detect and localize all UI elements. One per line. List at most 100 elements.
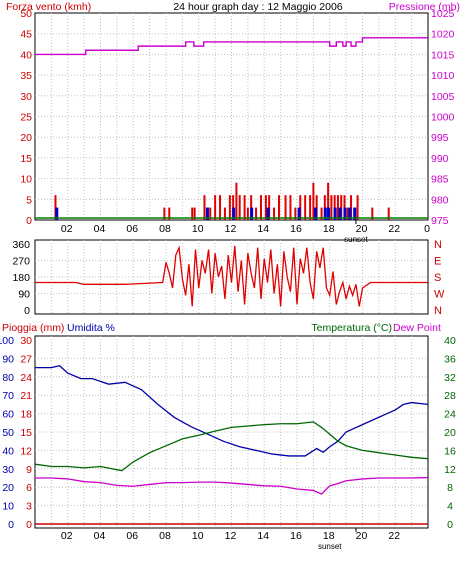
pressure-axis-title: Pressione (mb) <box>389 1 460 13</box>
wind-bar <box>163 207 166 220</box>
temp-tick-label: 32 <box>444 372 456 384</box>
temp-tick-label: 8 <box>447 482 453 494</box>
humidity-tick-label: 10 <box>2 501 14 513</box>
wind-bar <box>304 195 307 220</box>
wind-bar <box>168 207 171 220</box>
rain-axis-title: Pioggia (mm) <box>2 322 64 334</box>
rain-tick-label: 15 <box>20 427 32 439</box>
wind-tick-label: 20 <box>20 132 32 144</box>
compass-label: N <box>434 239 442 251</box>
gust-bar <box>323 207 327 220</box>
gust-bar <box>205 207 209 220</box>
rain-tick-label: 24 <box>20 372 32 384</box>
pressure-line <box>35 37 428 56</box>
temp-tick-label: 0 <box>447 519 453 531</box>
direction-line <box>35 245 428 307</box>
wind-bar <box>294 207 297 220</box>
x-tick-label: 16 <box>290 223 302 235</box>
x-tick-label: 10 <box>192 530 204 542</box>
temp-tick-label: 4 <box>447 501 453 513</box>
pressure-tick-label: 995 <box>431 132 449 144</box>
wind-bar <box>277 195 280 220</box>
pressure-tick-label: 1005 <box>431 91 455 103</box>
x-tick-label: 18 <box>323 223 335 235</box>
humidity-tick-label: 70 <box>2 390 14 402</box>
humidity-tick-label: 90 <box>2 353 14 365</box>
wind-bar <box>330 195 333 220</box>
gust-bar <box>348 207 352 220</box>
wind-axis-title: Forza vento (kmh) <box>6 1 91 13</box>
x-tick-label: 22 <box>388 530 400 542</box>
wind-bar <box>371 207 374 220</box>
compass-label: E <box>434 256 441 268</box>
x-tick-label: 12 <box>225 530 237 542</box>
temp-tick-label: 24 <box>444 409 456 421</box>
compass-label: S <box>434 272 441 284</box>
rain-tick-label: 9 <box>26 464 32 476</box>
gust-bar <box>55 207 59 220</box>
wind-tick-label: 5 <box>26 194 32 206</box>
humidity-tick-label: 40 <box>2 445 14 457</box>
x-tick-label: 0 <box>424 223 430 235</box>
wind-bar <box>235 182 238 220</box>
gust-bar <box>232 207 236 220</box>
temperature-line <box>34 421 429 472</box>
temp-tick-label: 36 <box>444 353 456 365</box>
rain-tick-label: 12 <box>20 445 32 457</box>
wind-bar <box>238 195 241 220</box>
wind-tick-label: 30 <box>20 91 32 103</box>
pressure-tick-label: 1025 <box>431 8 455 20</box>
rain-tick-label: 3 <box>26 501 32 513</box>
wind-bar <box>387 207 390 220</box>
humidity-line <box>35 365 429 457</box>
x-tick-label: 20 <box>356 223 368 235</box>
direction-tick-label: 360 <box>12 239 30 251</box>
gust-bar <box>327 207 331 220</box>
wind-tick-label: 15 <box>20 153 32 165</box>
wind-bar <box>273 207 276 220</box>
wind-bar <box>214 195 217 220</box>
wind-bar <box>243 195 246 220</box>
wind-bar <box>246 207 249 220</box>
wind-tick-label: 0 <box>26 215 32 227</box>
rain-tick-label: 27 <box>20 353 32 365</box>
wind-bar <box>193 207 196 220</box>
wind-pressure-panel <box>34 12 429 221</box>
pressure-tick-label: 980 <box>431 194 449 206</box>
gust-bar <box>343 207 347 220</box>
rain-tick-label: 21 <box>20 390 32 402</box>
x-tick-label: 18 <box>323 530 335 542</box>
wind-bar <box>320 207 323 220</box>
dewpoint-axis-title: Dew Point <box>393 322 441 334</box>
rain-tick-label: 18 <box>20 409 32 421</box>
direction-tick-label: 270 <box>12 256 30 268</box>
wind-tick-label: 45 <box>20 29 32 41</box>
humidity-tick-label: 50 <box>2 427 14 439</box>
wind-bar <box>356 195 359 220</box>
x-tick-label: 02 <box>61 223 73 235</box>
wind-tick-label: 35 <box>20 70 32 82</box>
pressure-tick-label: 1000 <box>431 112 455 124</box>
x-tick-label: 08 <box>159 530 171 542</box>
pressure-tick-label: 1010 <box>431 70 455 82</box>
x-tick-label: 14 <box>257 530 269 542</box>
temp-tick-label: 40 <box>444 335 456 347</box>
wind-tick-label: 25 <box>20 112 32 124</box>
compass-label: W <box>434 289 445 301</box>
temp-tick-label: 16 <box>444 445 456 457</box>
gust-bar <box>338 207 342 220</box>
temp-tick-label: 28 <box>444 390 456 402</box>
rain-tick-label: 0 <box>26 519 32 531</box>
x-tick-label: 02 <box>61 530 73 542</box>
wind-bar <box>336 195 339 220</box>
wind-bar <box>289 195 292 220</box>
x-tick-label: 22 <box>388 223 400 235</box>
humidity-tick-label: 60 <box>2 409 14 421</box>
humidity-tick-label: 100 <box>0 335 14 347</box>
wind-bar <box>284 195 287 220</box>
direction-tick-label: 180 <box>12 272 30 284</box>
dewpoint-line <box>35 476 429 495</box>
x-tick-label: 04 <box>94 223 106 235</box>
wind-bar <box>327 182 330 220</box>
